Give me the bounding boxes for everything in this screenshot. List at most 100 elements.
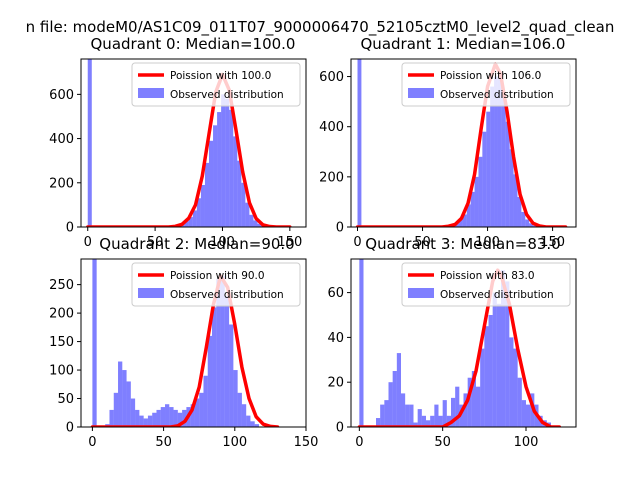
histogram-bar bbox=[482, 131, 487, 227]
histogram-bar bbox=[430, 415, 435, 427]
histogram-bar bbox=[467, 377, 472, 427]
histogram-bar bbox=[216, 278, 221, 427]
y-tick-label: 0 bbox=[66, 421, 74, 436]
legend: Poission with 100.0 Observed distribution bbox=[131, 62, 301, 107]
histogram-bar bbox=[225, 98, 230, 227]
histogram-bar bbox=[233, 370, 238, 427]
y-tick-label: 400 bbox=[49, 132, 74, 147]
axes-frame bbox=[80, 258, 307, 428]
histogram-bar bbox=[413, 422, 418, 427]
histogram-bar bbox=[426, 420, 431, 427]
legend-bar-label: Observed distribution bbox=[440, 289, 554, 301]
histogram-bar bbox=[130, 398, 136, 427]
histogram-bar bbox=[237, 392, 242, 427]
x-tick-label: 100 bbox=[210, 235, 235, 250]
histogram-bar bbox=[474, 176, 479, 227]
x-tick-label: 0 bbox=[88, 435, 96, 450]
histogram-bar bbox=[494, 76, 498, 227]
histogram-bar bbox=[199, 392, 204, 427]
histogram-bar bbox=[109, 409, 114, 427]
y-tick-label: 20 bbox=[327, 376, 344, 391]
subplot-title: Quadrant 2: Median=90.0 bbox=[99, 235, 294, 253]
subplot-title: Quadrant 1: Median=106.0 bbox=[361, 35, 566, 53]
y-tick-label: 250 bbox=[49, 278, 74, 293]
histogram-bar bbox=[470, 191, 475, 227]
histogram-bar bbox=[459, 404, 464, 427]
histogram-bar bbox=[471, 371, 476, 427]
y-tick-label: 0 bbox=[336, 221, 344, 236]
histogram-bar bbox=[122, 370, 127, 427]
y-tick-label: 60 bbox=[327, 286, 344, 301]
histogram-bar bbox=[492, 292, 497, 427]
histogram-bar bbox=[517, 377, 522, 427]
histogram-bar bbox=[253, 220, 258, 227]
axes-frame bbox=[80, 58, 307, 228]
histogram-bar bbox=[438, 415, 443, 427]
histogram-bar bbox=[451, 397, 456, 427]
x-tick-label: 0 bbox=[355, 435, 363, 450]
histogram-bar bbox=[249, 214, 254, 227]
histogram-bar bbox=[359, 259, 364, 427]
histogram-bar bbox=[501, 96, 506, 227]
histogram-bar bbox=[224, 296, 230, 427]
histogram-bar bbox=[401, 393, 406, 427]
histogram-bar bbox=[182, 409, 187, 427]
histogram-bar bbox=[396, 353, 401, 427]
axes-frame bbox=[350, 258, 577, 428]
histogram-bar bbox=[221, 94, 226, 227]
histogram-bar bbox=[478, 156, 483, 227]
histogram-bar bbox=[188, 217, 193, 227]
histogram-bar bbox=[118, 361, 123, 427]
histogram-bar bbox=[190, 404, 195, 427]
histogram-bar bbox=[476, 386, 481, 427]
legend-bar-label: Observed distribution bbox=[170, 89, 284, 101]
histogram-bar bbox=[165, 404, 170, 427]
histogram-bar bbox=[177, 412, 183, 427]
histogram-bar bbox=[220, 276, 225, 427]
histogram-bar bbox=[405, 404, 410, 427]
histogram-bar bbox=[521, 400, 526, 427]
y-tick-label: 200 bbox=[49, 307, 74, 322]
legend-bar-swatch bbox=[138, 288, 164, 298]
histogram-bar bbox=[217, 112, 222, 227]
histogram-bar bbox=[245, 202, 250, 227]
histogram-bar bbox=[421, 415, 426, 427]
x-tick-label: 100 bbox=[514, 435, 539, 450]
histogram-bar bbox=[241, 404, 247, 427]
legend-bar-label: Observed distribution bbox=[440, 89, 554, 101]
histogram-bar bbox=[160, 407, 166, 427]
histogram-bar bbox=[194, 398, 200, 427]
histogram-bar bbox=[113, 392, 119, 427]
histogram-bar bbox=[501, 270, 506, 427]
histogram-bar bbox=[529, 223, 534, 227]
legend-box bbox=[401, 262, 571, 307]
axes-frame bbox=[350, 58, 577, 228]
legend-bar-swatch bbox=[408, 88, 434, 98]
histogram-bar bbox=[212, 307, 217, 427]
histogram-bar bbox=[434, 404, 439, 427]
y-tick-label: 150 bbox=[49, 335, 74, 350]
x-tick-label: 50 bbox=[434, 435, 451, 450]
histogram-bar bbox=[203, 375, 208, 427]
histogram-bar bbox=[376, 418, 381, 427]
y-tick-label: 400 bbox=[319, 120, 344, 135]
histogram-bar bbox=[233, 136, 238, 227]
legend: Poission with 90.0 Observed distribution bbox=[131, 262, 301, 307]
y-tick-label: 200 bbox=[49, 176, 74, 191]
legend-bar-swatch bbox=[408, 288, 434, 298]
histogram-bar bbox=[229, 324, 234, 427]
histogram-bar bbox=[442, 400, 447, 427]
y-tick-label: 0 bbox=[66, 221, 74, 236]
histogram-bar bbox=[143, 418, 148, 427]
histogram-bar bbox=[229, 109, 234, 227]
subplot-title: Quadrant 0: Median=100.0 bbox=[91, 35, 296, 53]
y-tick-label: 50 bbox=[57, 392, 74, 407]
histogram-bar bbox=[237, 160, 242, 227]
histogram-bar bbox=[380, 404, 385, 427]
histogram-bar bbox=[496, 303, 501, 427]
histogram-bar bbox=[388, 382, 393, 427]
histogram-bar bbox=[207, 335, 213, 427]
histogram-bar bbox=[505, 281, 510, 427]
